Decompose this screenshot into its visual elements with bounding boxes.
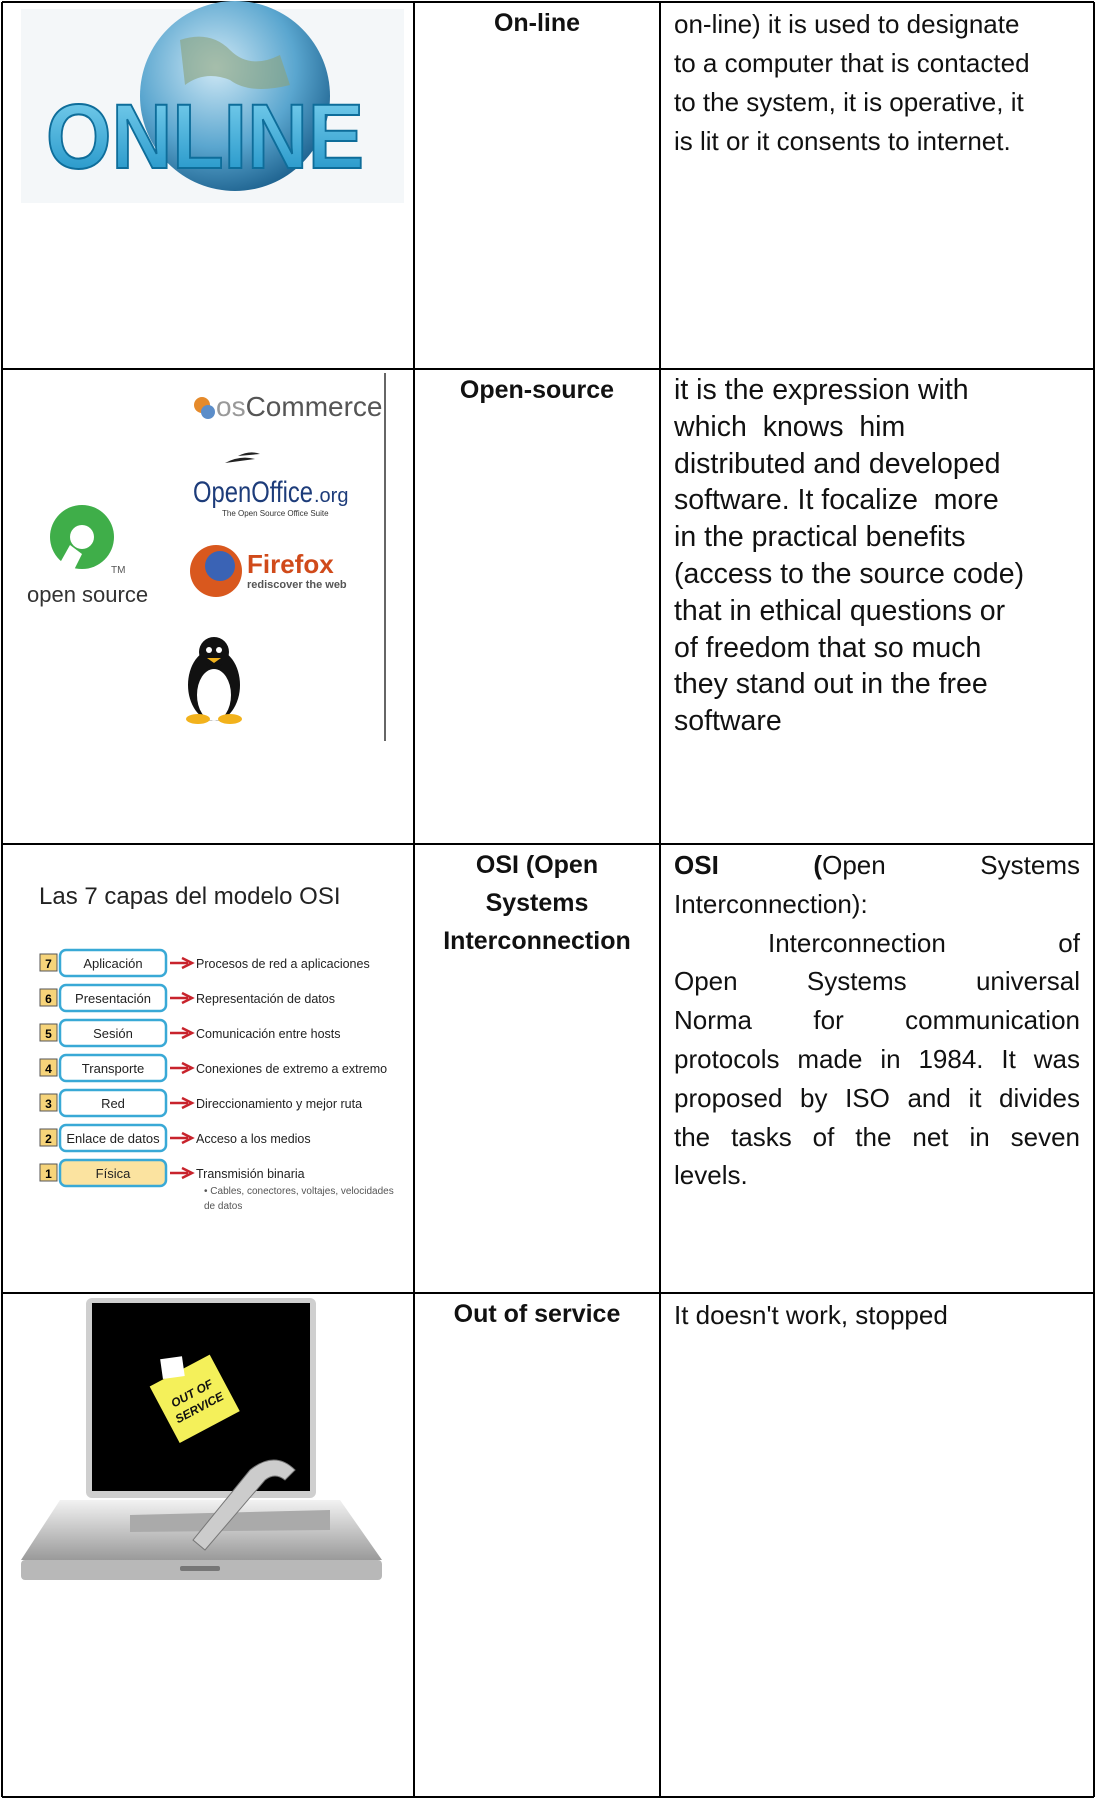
definition: on-line) it is used to designate to a com…: [660, 5, 1094, 161]
definition-line: Interconnection):: [674, 888, 868, 919]
osi-image: Las 7 capas del modelo OSI 7 Aplicación Pr…: [39, 883, 394, 1212]
layer-number-box: [39, 1093, 58, 1112]
layer-number: 1: [45, 1167, 52, 1181]
definition-line: levels.: [674, 1160, 748, 1191]
layer-box: [58, 948, 168, 978]
oscommerce-prefix: osCommerce: [216, 391, 383, 422]
definition-line: on-line) it is used to designate: [674, 9, 1020, 39]
openoffice-suffix: .org: [314, 485, 348, 507]
layer-box: [58, 1088, 168, 1118]
layer-number-box: [39, 988, 58, 1007]
layer-number: 4: [45, 1062, 52, 1076]
term: Out of service: [453, 1300, 621, 1328]
layer-name: Física: [96, 1166, 131, 1181]
definition-line: proposed by ISO and it divides: [674, 1082, 1080, 1113]
layer-name: Sesión: [93, 1026, 133, 1041]
definition-line: software: [674, 705, 782, 738]
layer-name: Presentación: [75, 991, 151, 1006]
online-word: ONLINE: [46, 86, 364, 188]
layer-number: 2: [45, 1132, 52, 1146]
layer-description: Conexiones de extremo a extremo: [196, 1062, 387, 1076]
paren: (: [813, 850, 823, 880]
layer-box: [58, 1158, 168, 1188]
layer-description: Acceso a los medios: [196, 1132, 311, 1146]
definition-line: the tasks of the net in seven: [674, 1121, 1080, 1152]
layer-arrow: [170, 956, 195, 970]
definition: it is the expression with which knows him…: [660, 372, 1094, 740]
layer-name: Enlace de datos: [66, 1131, 160, 1146]
layer-arrow: [170, 1131, 195, 1145]
open-source-label: open source: [27, 582, 148, 607]
layer-arrow: [170, 1166, 195, 1180]
layer-box: [58, 983, 168, 1013]
definition-line: software. It focalize more: [674, 484, 999, 517]
open-source-image: open source TM osCommerce OpenOffice .or…: [27, 373, 386, 741]
out-of-service-image: OUT OF SERVICE: [21, 1298, 382, 1580]
layer-note: de datos: [204, 1201, 242, 1212]
firefox-tagline: rediscover the web: [247, 579, 347, 591]
definition-line: in the practical benefits: [674, 521, 966, 554]
layer-arrow: [170, 1096, 195, 1110]
definition: It doesn't work, stopped: [660, 1296, 1094, 1334]
layer-description: Representación de datos: [196, 992, 335, 1006]
definition-line: to a computer that is contacted: [674, 48, 1030, 78]
layer-name: Aplicación: [83, 956, 142, 971]
layer-number-box: [39, 1023, 58, 1042]
layer-description: Procesos de red a aplicaciones: [196, 957, 370, 971]
definition-line: Interconnection of: [768, 927, 1080, 958]
term: OSI (Open Systems Interconnection: [443, 851, 631, 955]
firefox-name: Firefox: [247, 549, 334, 579]
definition-line: It doesn't work, stopped: [674, 1300, 948, 1330]
oscommerce-os: os: [216, 391, 246, 422]
tm-mark: TM: [111, 565, 125, 576]
osi-title: Las 7 capas del modelo OSI: [39, 883, 341, 910]
definition-line: OSI (Open Systems: [674, 846, 1080, 885]
definition-line: distributed and developed: [674, 447, 1001, 480]
definition: OSI (Open Systems Interconnection): Inter…: [660, 846, 1094, 1195]
layer-description: Direccionamiento y mejor ruta: [196, 1097, 362, 1111]
definition-line: it is the expression with: [674, 374, 969, 406]
definition-line: to the system, it is operative, it: [674, 87, 1024, 117]
definition-line: is lit or it consents to internet.: [674, 126, 1011, 156]
layer-number-box: [39, 1058, 58, 1077]
layer-box: [58, 1053, 168, 1083]
layer-number-box: [39, 953, 58, 972]
openoffice-name: OpenOffice: [193, 476, 313, 509]
layer-number: 6: [45, 992, 52, 1006]
definition-text: Open Systems: [822, 850, 1080, 880]
openoffice-tagline: The Open Source Office Suite: [222, 509, 329, 518]
lead: OSI: [674, 850, 719, 880]
definition-line: which knows him: [674, 410, 906, 443]
layer-description: Transmisión binaria: [196, 1167, 305, 1181]
layer-arrow: [170, 1061, 195, 1075]
layer-arrow: [170, 991, 195, 1005]
layer-name: Transporte: [82, 1061, 144, 1076]
term: On-line: [493, 9, 581, 37]
layer-number: 7: [45, 957, 52, 971]
layer-number-box: [39, 1163, 58, 1182]
layer-note: • Cables, conectores, voltajes, velocida…: [204, 1186, 394, 1197]
oscommerce-name: Commerce: [246, 391, 383, 422]
layer-number: 3: [45, 1097, 52, 1111]
definition-line: Open Systems universal: [674, 966, 1080, 997]
layer-number: 5: [45, 1027, 52, 1041]
layer-box: [58, 1123, 168, 1153]
definition-line: Norma for communication: [674, 1005, 1080, 1036]
layer-number-box: [39, 1128, 58, 1147]
definition-line: protocols made in 1984. It was: [674, 1043, 1080, 1074]
definition-line: they stand out in the free: [674, 668, 988, 701]
layer-arrow: [170, 1026, 195, 1040]
layer-box: [58, 1018, 168, 1048]
layer-name: Red: [101, 1096, 125, 1111]
definition-line: that in ethical questions or: [674, 594, 1006, 627]
online-image: ONLINE: [21, 1, 404, 203]
definition-line: of freedom that so much: [674, 631, 982, 664]
layer-description: Comunicación entre hosts: [196, 1027, 341, 1041]
definition-line: (access to the source code): [674, 557, 1025, 590]
term: Open-source: [459, 376, 615, 404]
